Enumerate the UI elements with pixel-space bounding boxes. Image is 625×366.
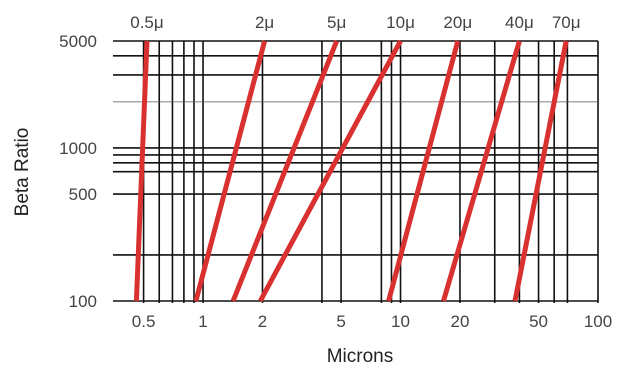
x-tick-label: 50 <box>529 312 548 331</box>
x-tick-label: 10 <box>391 312 410 331</box>
x-tick-label: 2 <box>258 312 267 331</box>
series-label: 5μ <box>327 13 346 32</box>
series-lines <box>133 39 569 303</box>
y-tick-label: 5000 <box>59 32 97 51</box>
series-line <box>386 40 461 302</box>
y-tick-label: 100 <box>69 292 97 311</box>
x-tick-label: 20 <box>451 312 470 331</box>
x-tick-label: 0.5 <box>132 312 156 331</box>
series-label: 10μ <box>386 13 415 32</box>
series-line <box>512 40 569 302</box>
series-line <box>193 40 268 302</box>
series-line <box>133 40 150 302</box>
series-line <box>230 40 340 302</box>
series-labels: 0.5μ 2μ 5μ 10μ 20μ 40μ 70μ <box>130 13 580 32</box>
series-line <box>441 40 522 302</box>
y-tick-labels: 100 500 1000 5000 <box>59 32 97 311</box>
series-label: 0.5μ <box>130 13 163 32</box>
series-line <box>258 39 403 303</box>
series-label: 70μ <box>552 13 581 32</box>
y-axis-title: Beta Ratio <box>12 128 33 217</box>
grid <box>113 40 599 303</box>
x-tick-label: 5 <box>336 312 345 331</box>
series-label: 2μ <box>255 13 274 32</box>
y-tick-label: 500 <box>69 185 97 204</box>
x-tick-label: 1 <box>198 312 207 331</box>
series-label: 20μ <box>443 13 472 32</box>
y-tick-label: 1000 <box>59 139 97 158</box>
x-tick-labels: 0.5 1 2 5 10 20 50 100 <box>132 312 612 331</box>
series-label: 40μ <box>505 13 534 32</box>
x-tick-label: 100 <box>584 312 612 331</box>
x-axis-title: Microns <box>327 346 394 366</box>
